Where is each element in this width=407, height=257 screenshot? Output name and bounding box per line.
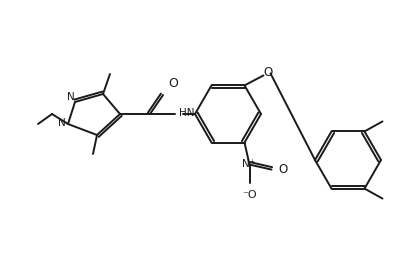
Text: O: O: [278, 163, 288, 176]
Text: N⁺: N⁺: [242, 159, 255, 169]
Text: N: N: [58, 118, 66, 128]
Text: HN: HN: [179, 108, 195, 118]
Text: O: O: [168, 77, 178, 90]
Text: N: N: [67, 92, 75, 102]
Text: O: O: [263, 66, 272, 79]
Text: ⁻O: ⁻O: [242, 190, 257, 200]
